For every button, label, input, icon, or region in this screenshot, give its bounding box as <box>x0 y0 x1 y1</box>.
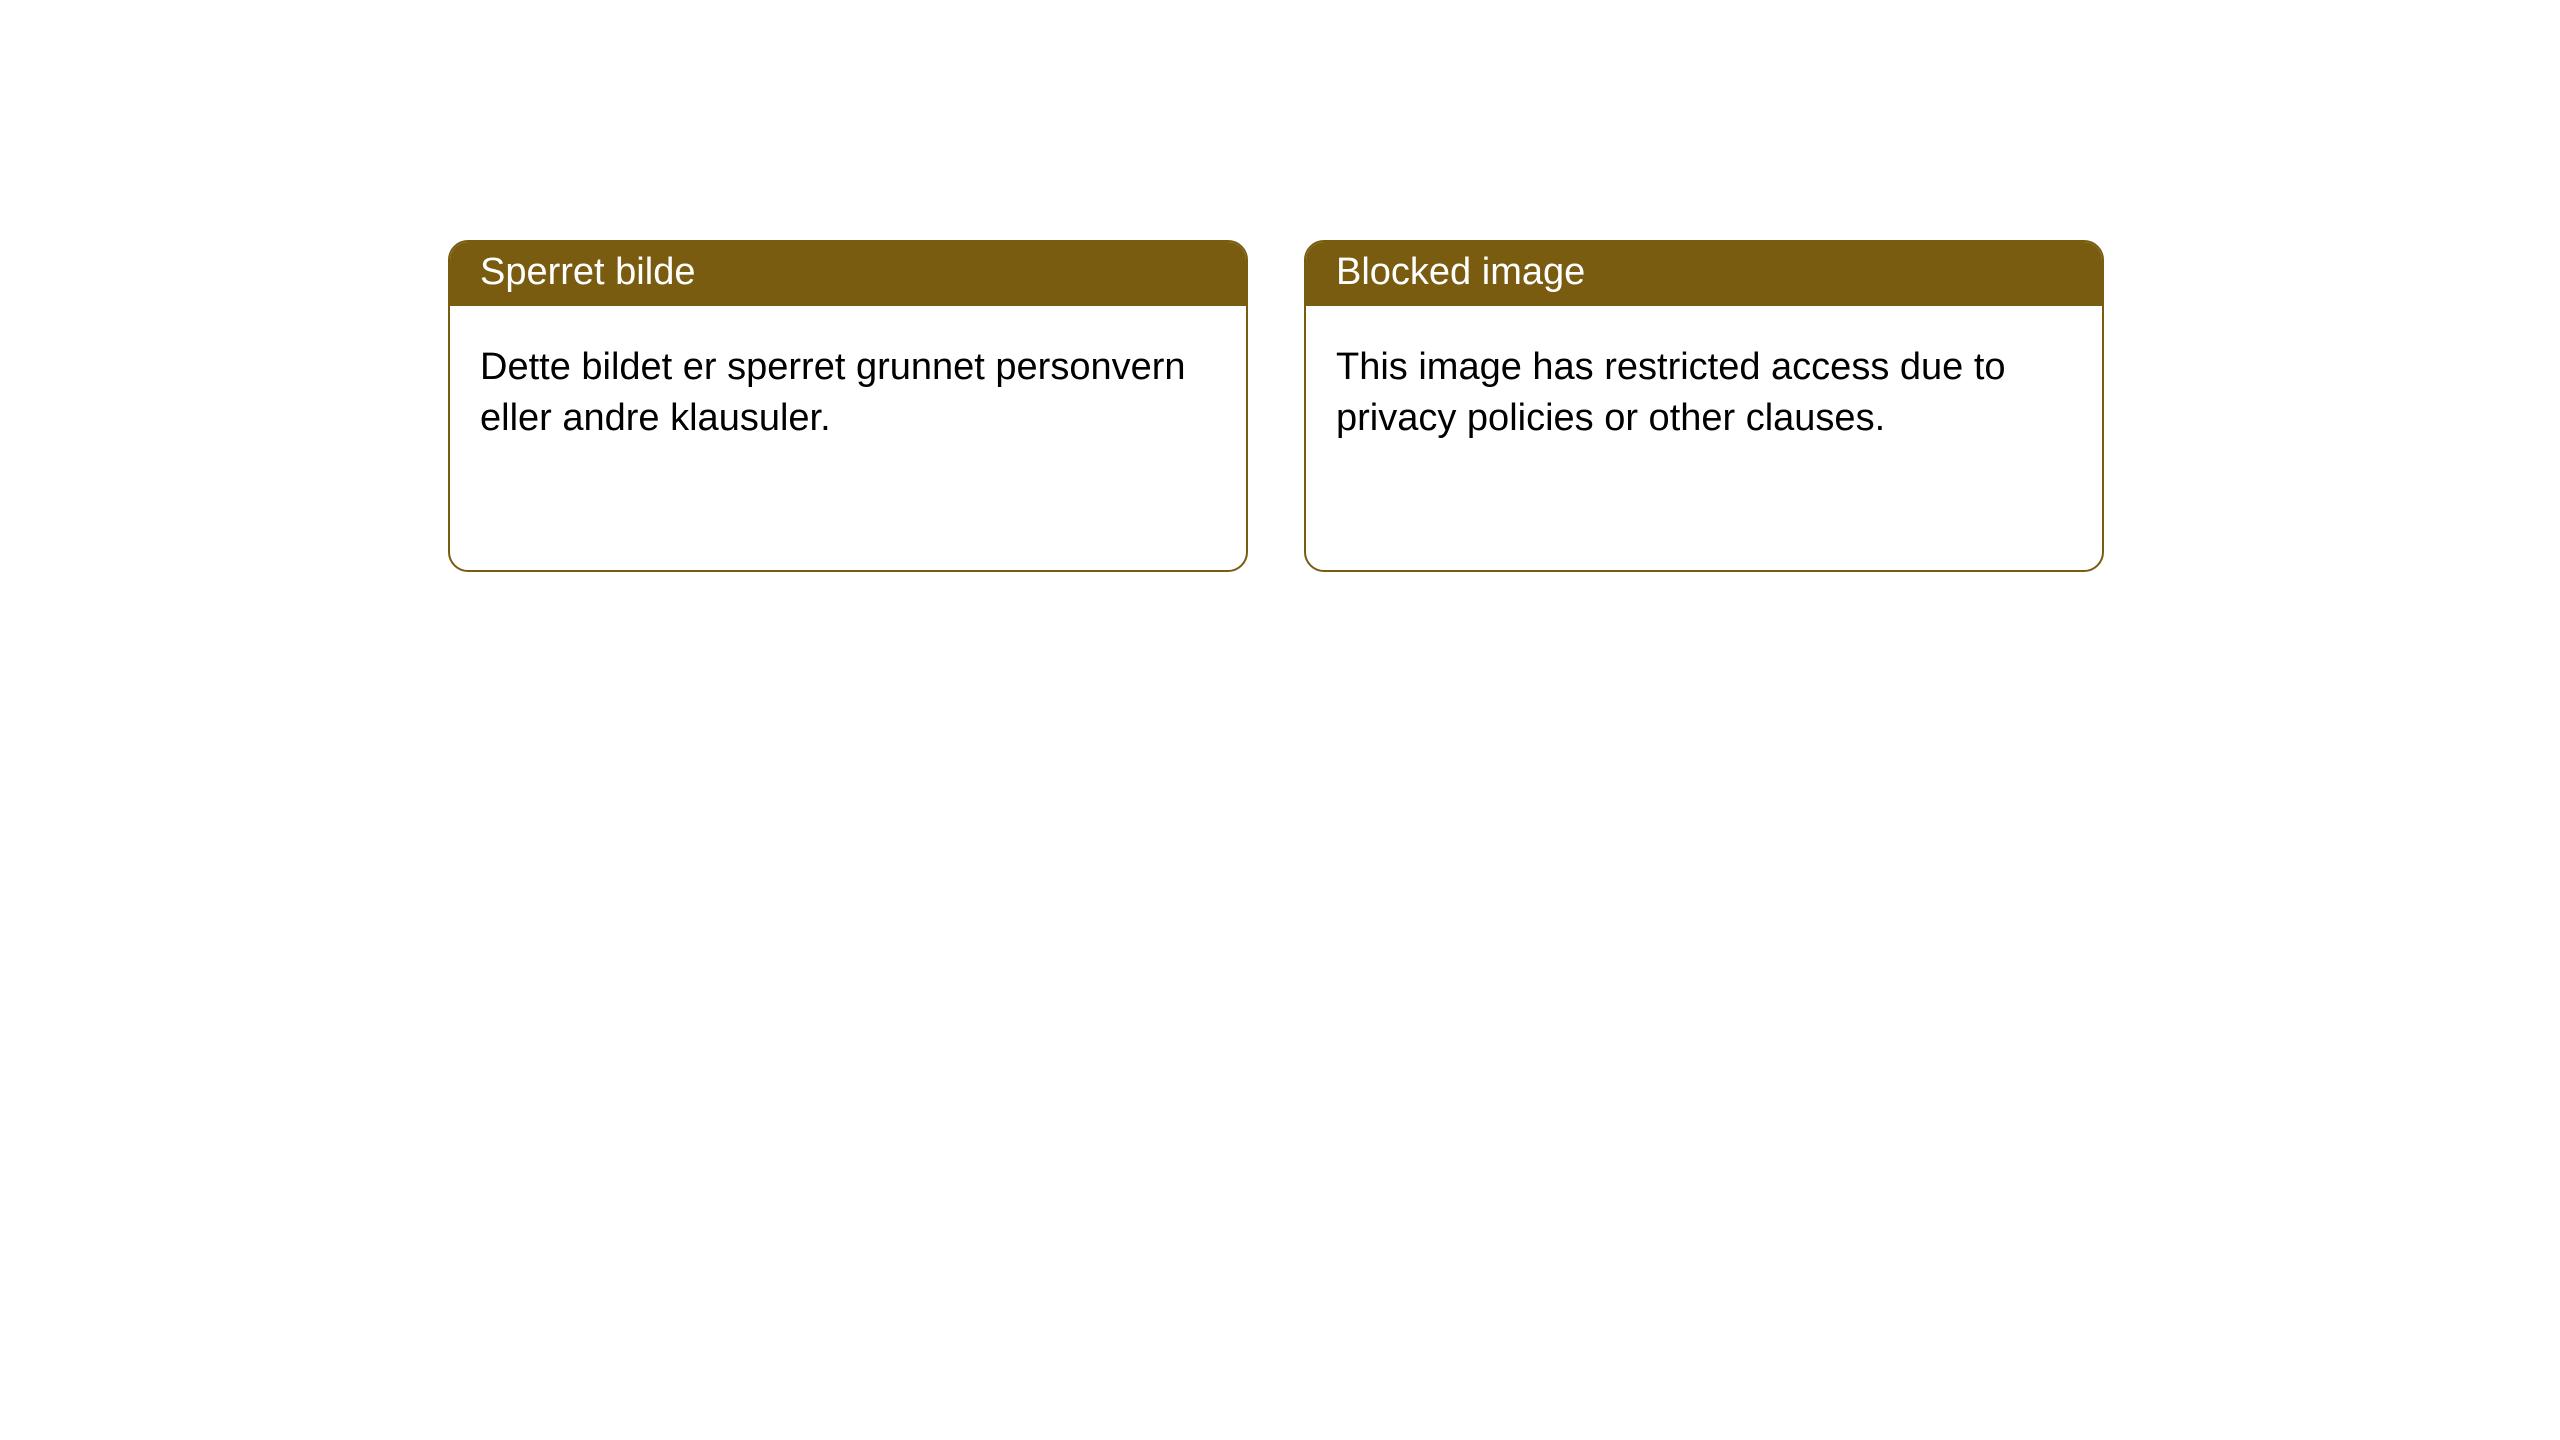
card-body-english: This image has restricted access due to … <box>1306 306 2102 475</box>
card-body-norwegian: Dette bildet er sperret grunnet personve… <box>450 306 1246 475</box>
card-header-english: Blocked image <box>1306 242 2102 306</box>
notice-cards-container: Sperret bilde Dette bildet er sperret gr… <box>0 0 2560 572</box>
card-header-norwegian: Sperret bilde <box>450 242 1246 306</box>
blocked-image-card-norwegian: Sperret bilde Dette bildet er sperret gr… <box>448 240 1248 572</box>
blocked-image-card-english: Blocked image This image has restricted … <box>1304 240 2104 572</box>
